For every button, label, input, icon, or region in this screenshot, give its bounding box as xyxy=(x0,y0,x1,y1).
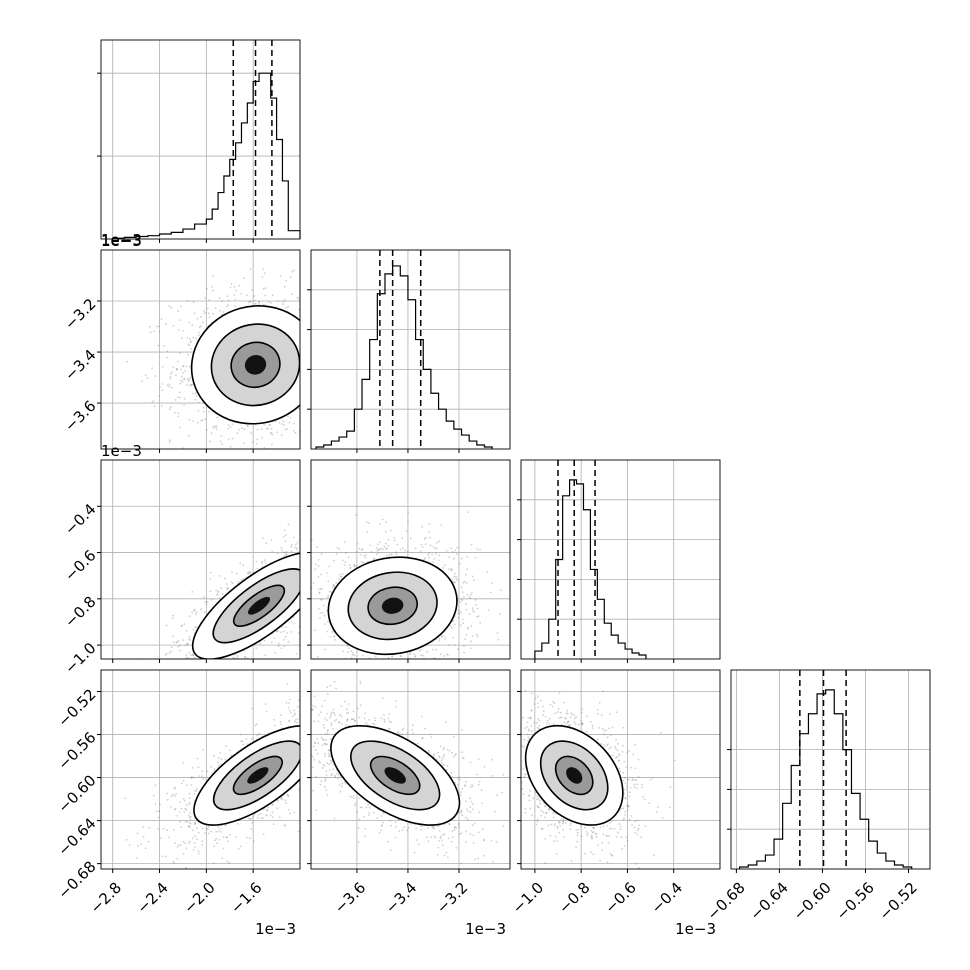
x-tick-label-1-1: −3.4 xyxy=(382,879,420,917)
hist-1-frame xyxy=(310,249,511,450)
y-tick-label-1-2: −3.2 xyxy=(61,295,99,333)
y-scale-label-2: 1e−3 xyxy=(101,442,142,460)
x-tick-label-2-0: −1.0 xyxy=(509,879,547,917)
x-scale-label-2: 1e−3 xyxy=(675,920,716,938)
pair-2-0-density-peak xyxy=(247,596,271,615)
pair-2-1-density-peak xyxy=(381,597,404,614)
tick-labels: −2.8 −2.4 −2.0 −1.61e−3−3.6 −3.4 −3.21e−3−1.0… xyxy=(54,231,921,938)
pair-2-0-frame xyxy=(100,459,301,660)
hist-panel-0 xyxy=(97,39,301,243)
pair-3-0 xyxy=(97,669,301,873)
x-tick-label-0-3: −1.6 xyxy=(227,879,265,917)
hist-3-frame xyxy=(730,669,931,870)
y-tick-label-3-1: −0.64 xyxy=(54,814,99,859)
hist-0-frame xyxy=(100,39,301,240)
pair-1-0-frame xyxy=(100,249,301,450)
x-scale-label-1: 1e−3 xyxy=(465,920,506,938)
pair-3-0-frame xyxy=(100,669,301,870)
x-tick-label-0-1: −2.4 xyxy=(133,879,171,917)
hist-3-step xyxy=(739,689,913,869)
x-tick-label-3-2: −0.60 xyxy=(790,879,835,924)
pair-1-0 xyxy=(97,249,301,453)
pair-3-0-density-peak xyxy=(247,767,269,784)
pair-3-2-content xyxy=(521,689,676,869)
pair-2-1-content xyxy=(311,511,502,659)
y-tick-label-3-4: −0.52 xyxy=(54,685,99,730)
y-tick-label-2-0: −1.0 xyxy=(61,639,99,677)
x-tick-label-3-4: −0.52 xyxy=(876,879,921,924)
pair-2-0-content xyxy=(140,523,300,659)
hist-panel-3 xyxy=(727,669,931,873)
pair-3-2-density-peak xyxy=(566,767,583,784)
pair-1-0-content xyxy=(126,264,300,449)
x-tick-label-3-1: −0.64 xyxy=(747,879,792,924)
x-tick-label-3-0: −0.68 xyxy=(704,879,749,924)
y-tick-label-1-1: −3.4 xyxy=(61,346,99,384)
y-tick-label-3-0: −0.68 xyxy=(54,857,99,902)
hist-2-frame xyxy=(520,459,721,660)
pair-3-1-frame xyxy=(310,669,511,870)
pair-3-1 xyxy=(307,669,511,873)
pair-2-1 xyxy=(307,459,511,663)
pair-2-1-frame xyxy=(310,459,511,660)
y-tick-label-2-1: −0.8 xyxy=(61,593,99,631)
y-tick-label-2-2: −0.6 xyxy=(61,546,99,584)
pair-2-0 xyxy=(97,459,301,663)
hist-2-step xyxy=(534,479,647,659)
hist-1-step xyxy=(315,265,493,449)
x-tick-label-2-1: −0.8 xyxy=(555,879,593,917)
pair-3-2-frame xyxy=(520,669,721,870)
x-scale-label-0: 1e−3 xyxy=(255,920,296,938)
hist-0-step xyxy=(112,72,301,239)
hist-panel-1 xyxy=(307,249,511,453)
panels-layer: −2.8 −2.4 −2.0 −1.61e−3−3.6 −3.4 −3.21e−3−1.0… xyxy=(54,39,931,938)
x-tick-label-3-3: −0.56 xyxy=(833,879,878,924)
x-tick-label-2-2: −0.6 xyxy=(601,879,639,917)
pair-3-0-content xyxy=(124,683,300,869)
x-tick-label-0-0: −2.8 xyxy=(87,879,125,917)
y-tick-label-3-3: −0.56 xyxy=(54,728,99,773)
y-scale-label-1: 1e−3 xyxy=(101,232,142,250)
pair-3-2 xyxy=(517,669,721,873)
x-tick-label-0-2: −2.0 xyxy=(180,879,218,917)
y-tick-label-3-2: −0.60 xyxy=(54,771,99,816)
x-tick-label-1-0: −3.6 xyxy=(331,879,369,917)
pair-3-1-content xyxy=(311,670,505,869)
y-tick-label-1-0: −3.6 xyxy=(61,397,99,435)
y-tick-label-2-3: −0.4 xyxy=(61,500,99,538)
x-tick-label-2-3: −0.4 xyxy=(648,879,686,917)
hist-panel-2 xyxy=(517,459,721,663)
x-tick-label-1-2: −3.2 xyxy=(433,879,471,917)
hist-0-scale-label: 1e−3 xyxy=(101,231,142,249)
pair-1-0-density-peak xyxy=(244,355,267,375)
pair-3-1-density-peak xyxy=(384,767,406,784)
